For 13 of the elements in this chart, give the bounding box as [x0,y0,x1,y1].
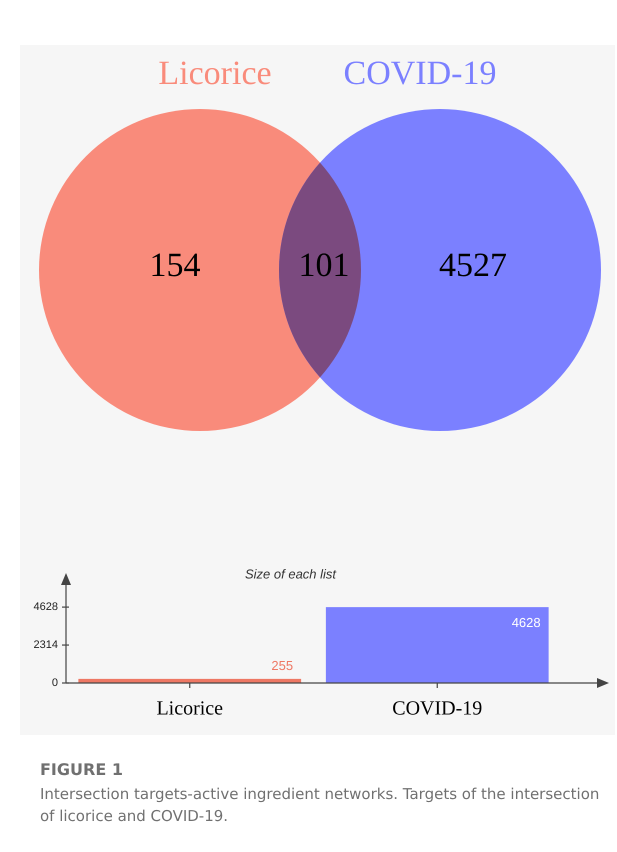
caption: FIGURE 1 [40,760,124,779]
text: Licorice [158,54,272,92]
data-label: 101 [298,246,350,284]
chart-title: Size of each list [244,566,338,582]
y-tick-label: 4628 [34,601,58,614]
text: Intersection targets-active ingredient networks. Targets of the intersection of licorice and COVID-19. [40,784,600,827]
text: COVID-19 [344,54,496,92]
data-label: 154 [150,246,200,284]
data-label: 4527 [439,246,507,284]
data-label: 4628 [512,615,541,630]
data-label: 255 [271,658,294,673]
y-tick-label: 2314 [34,639,58,652]
y-tick-label: 0 [52,677,58,690]
